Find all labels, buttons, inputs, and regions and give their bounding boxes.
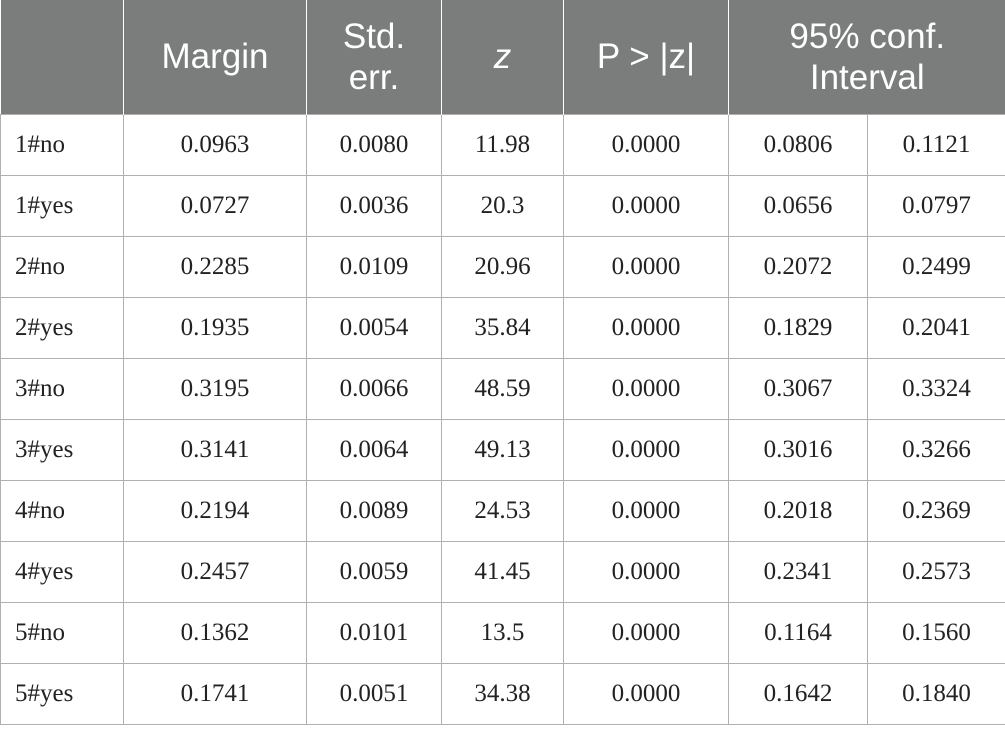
cell-ci-high: 0.2499 [867,235,1005,298]
header-conf-interval: 95% conf. Interval [728,0,1005,114]
cell-ci-high: 0.2041 [867,296,1005,359]
cell-p-value: 0.0000 [563,601,729,664]
header-std-err: Std. err. [306,0,442,114]
cell-ci-low: 0.2018 [728,479,868,542]
cell-std-err: 0.0101 [306,601,442,664]
row-label: 1#yes [0,174,124,237]
cell-z: 35.84 [441,296,564,359]
table-row: 2#no 0.2285 0.0109 20.96 0.0000 0.2072 0.2499 [0,235,1005,298]
cell-std-err: 0.0064 [306,418,442,481]
cell-p-value: 0.0000 [563,540,729,603]
margins-table: Margin Std. err. z P > |z| 95% conf. Int… [0,0,1005,725]
cell-p-value: 0.0000 [563,113,729,176]
cell-ci-high: 0.3266 [867,418,1005,481]
cell-z: 20.3 [441,174,564,237]
cell-margin: 0.1741 [123,662,307,725]
table-row: 2#yes 0.1935 0.0054 35.84 0.0000 0.1829 0.2041 [0,296,1005,359]
table-row: 5#no 0.1362 0.0101 13.5 0.0000 0.1164 0.1560 [0,601,1005,664]
cell-std-err: 0.0109 [306,235,442,298]
cell-ci-high: 0.1560 [867,601,1005,664]
cell-p-value: 0.0000 [563,418,729,481]
cell-margin: 0.3141 [123,418,307,481]
cell-z: 11.98 [441,113,564,176]
cell-ci-low: 0.1829 [728,296,868,359]
row-label: 2#yes [0,296,124,359]
cell-margin: 0.2457 [123,540,307,603]
header-margin: Margin [123,0,307,114]
cell-ci-low: 0.0806 [728,113,868,176]
cell-ci-high: 0.0797 [867,174,1005,237]
cell-ci-high: 0.1840 [867,662,1005,725]
table-body: 1#no 0.0963 0.0080 11.98 0.0000 0.0806 0.1121 1… [0,113,1005,725]
table-row: 4#yes 0.2457 0.0059 41.45 0.0000 0.2341 0.2573 [0,540,1005,603]
cell-ci-low: 0.1164 [728,601,868,664]
cell-ci-high: 0.2573 [867,540,1005,603]
cell-margin: 0.2285 [123,235,307,298]
header-corner [0,0,124,114]
cell-p-value: 0.0000 [563,235,729,298]
table-row: 1#yes 0.0727 0.0036 20.3 0.0000 0.0656 0.0797 [0,174,1005,237]
cell-std-err: 0.0089 [306,479,442,542]
cell-margin: 0.0963 [123,113,307,176]
cell-ci-high: 0.2369 [867,479,1005,542]
cell-ci-low: 0.3016 [728,418,868,481]
cell-z: 13.5 [441,601,564,664]
cell-p-value: 0.0000 [563,479,729,542]
cell-z: 24.53 [441,479,564,542]
cell-p-value: 0.0000 [563,174,729,237]
cell-z: 20.96 [441,235,564,298]
cell-std-err: 0.0059 [306,540,442,603]
table-row: 4#no 0.2194 0.0089 24.53 0.0000 0.2018 0.2369 [0,479,1005,542]
row-label: 5#no [0,601,124,664]
cell-p-value: 0.0000 [563,296,729,359]
cell-std-err: 0.0036 [306,174,442,237]
table-row: 1#no 0.0963 0.0080 11.98 0.0000 0.0806 0.1121 [0,113,1005,176]
row-label: 4#no [0,479,124,542]
cell-margin: 0.0727 [123,174,307,237]
cell-ci-low: 0.2072 [728,235,868,298]
row-label: 4#yes [0,540,124,603]
cell-z: 49.13 [441,418,564,481]
cell-z: 41.45 [441,540,564,603]
cell-std-err: 0.0080 [306,113,442,176]
row-label: 1#no [0,113,124,176]
cell-ci-low: 0.0656 [728,174,868,237]
cell-std-err: 0.0066 [306,357,442,420]
header-z: z [441,0,564,114]
cell-p-value: 0.0000 [563,357,729,420]
cell-p-value: 0.0000 [563,662,729,725]
cell-ci-high: 0.3324 [867,357,1005,420]
header-p-value: P > |z| [563,0,729,114]
cell-margin: 0.1935 [123,296,307,359]
table-row: 3#yes 0.3141 0.0064 49.13 0.0000 0.3016 0.3266 [0,418,1005,481]
cell-ci-high: 0.1121 [867,113,1005,176]
row-label: 3#no [0,357,124,420]
cell-margin: 0.2194 [123,479,307,542]
cell-std-err: 0.0051 [306,662,442,725]
table-row: 3#no 0.3195 0.0066 48.59 0.0000 0.3067 0.3324 [0,357,1005,420]
cell-ci-low: 0.3067 [728,357,868,420]
row-label: 3#yes [0,418,124,481]
cell-z: 34.38 [441,662,564,725]
cell-std-err: 0.0054 [306,296,442,359]
row-label: 5#yes [0,662,124,725]
cell-margin: 0.1362 [123,601,307,664]
cell-ci-low: 0.2341 [728,540,868,603]
row-label: 2#no [0,235,124,298]
table-row: 5#yes 0.1741 0.0051 34.38 0.0000 0.1642 0.1840 [0,662,1005,725]
cell-margin: 0.3195 [123,357,307,420]
header-row: Margin Std. err. z P > |z| 95% conf. Int… [0,0,1005,114]
cell-z: 48.59 [441,357,564,420]
cell-ci-low: 0.1642 [728,662,868,725]
